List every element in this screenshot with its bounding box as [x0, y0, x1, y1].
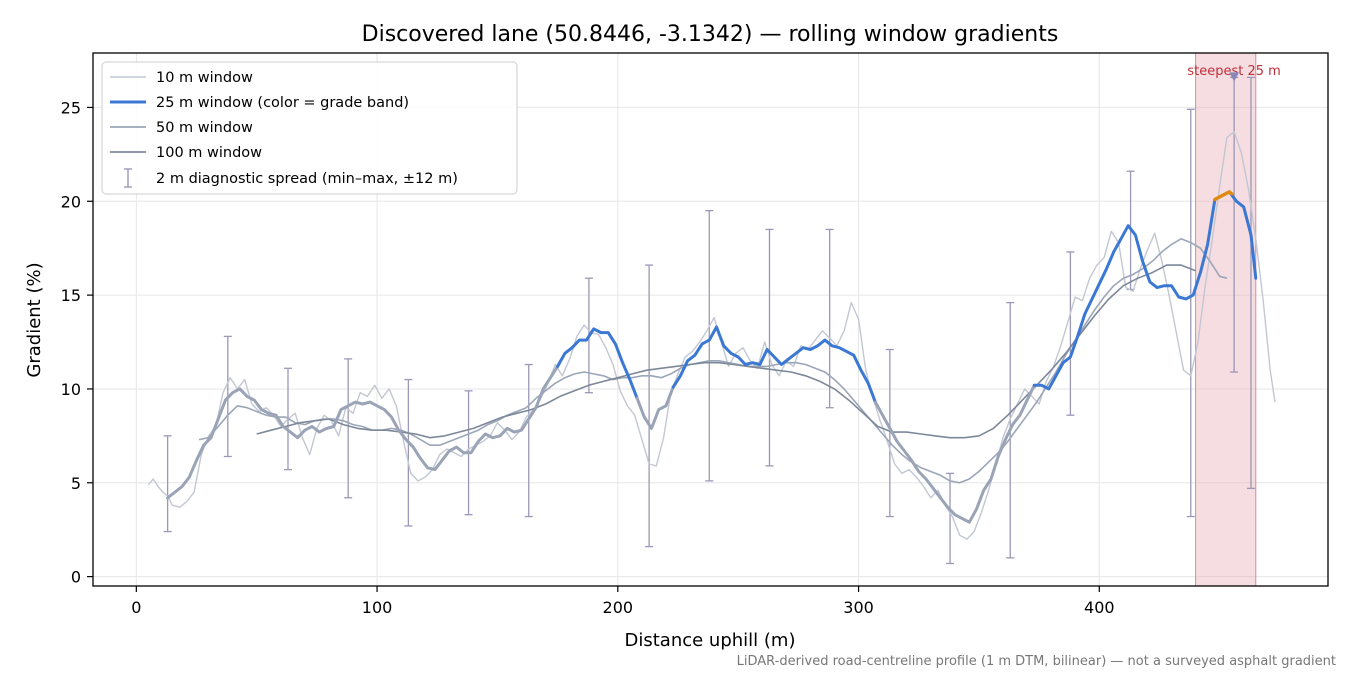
plot-frame — [92, 52, 1329, 587]
y-tick-label: 0 — [71, 568, 81, 587]
series-25m-segment-low — [873, 383, 1036, 524]
series-10m-line — [147, 131, 1276, 540]
legend-swatch-spread — [124, 168, 132, 188]
spread-bar — [344, 358, 353, 499]
y-axis-label: Gradient (%) — [24, 262, 45, 377]
spread-bars — [163, 76, 1255, 565]
x-axis-label: Distance uphill (m) — [625, 630, 796, 651]
spread-bar — [765, 228, 774, 467]
steepest-band — [1195, 52, 1257, 587]
axis-ticks: 0 100 200 300 400 0 5 10 15 20 25 — [61, 98, 1115, 617]
series-25m-segment — [671, 325, 877, 404]
legend-label-25m: 25 m window (color = grade band) — [156, 95, 409, 111]
series-lines — [147, 131, 1276, 540]
x-tick-label: 300 — [843, 598, 874, 617]
peak-marker-layer — [1229, 72, 1240, 82]
spread-bar — [1066, 251, 1075, 416]
y-tick-label: 10 — [61, 380, 81, 399]
x-tick-label: 400 — [1084, 598, 1115, 617]
spread-bar — [1246, 76, 1255, 490]
y-tick-label: 20 — [61, 192, 81, 211]
spread-bar — [524, 363, 533, 518]
legend: 10 m window 25 m window (color = grade b… — [101, 61, 518, 195]
legend-label-50m: 50 m window — [156, 120, 253, 136]
series-25m-segment-steep — [1213, 189, 1234, 202]
spread-bar — [946, 472, 955, 565]
series-25m-segment-low — [635, 385, 675, 430]
spread-bar — [825, 228, 834, 409]
series-100m-line — [256, 264, 1196, 439]
legend-label-10m: 10 m window — [156, 70, 253, 86]
y-tick-label: 15 — [61, 286, 81, 305]
x-tick-label: 100 — [362, 598, 393, 617]
legend-box — [101, 61, 518, 195]
y-tick-label: 25 — [61, 98, 81, 117]
spread-bar — [645, 264, 654, 548]
chart-title: Discovered lane (50.8446, -3.1342) — rol… — [362, 22, 1059, 47]
spread-bar — [404, 378, 413, 527]
spread-bar — [1186, 108, 1195, 518]
legend-label-100m: 100 m window — [156, 145, 262, 161]
footnote: LiDAR-derived road-centreline profile (1… — [737, 654, 1336, 669]
spread-bar — [885, 348, 894, 518]
series-50m-line — [198, 238, 1228, 484]
y-tick-label: 5 — [71, 474, 81, 493]
spread-bar — [163, 435, 172, 533]
steepest-label: steepest 25 m — [1187, 64, 1280, 79]
x-tick-label: 200 — [603, 598, 634, 617]
spread-bar — [705, 209, 714, 482]
legend-label-spread: 2 m diagnostic spread (min–max, ±12 m) — [156, 171, 458, 187]
x-tick-label: 0 — [131, 598, 141, 617]
series-25m-segment — [556, 327, 639, 400]
peak-marker-icon — [1229, 72, 1240, 82]
series-25m-segment-low — [166, 364, 560, 500]
